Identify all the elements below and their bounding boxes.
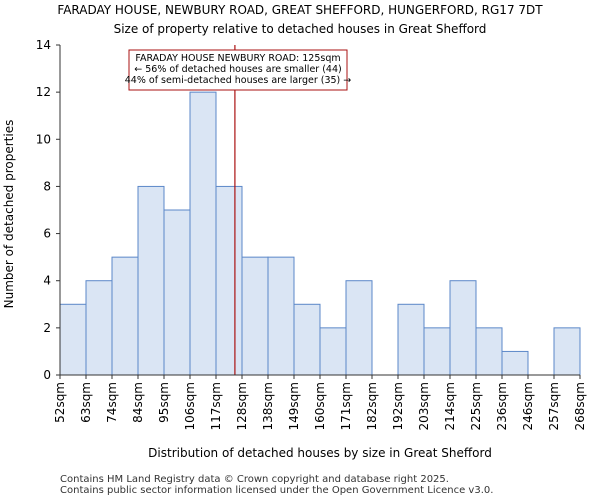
bar-160sqm (319, 327, 347, 376)
chart-subtitle: Size of property relative to detached ho… (114, 22, 487, 36)
bar-203sqm (423, 327, 451, 376)
bar-149sqm (293, 303, 321, 376)
bar-171sqm (345, 280, 373, 376)
y-axis-label: Number of detached properties (2, 120, 16, 309)
footer-line-2: Contains public sector information licen… (60, 485, 494, 496)
bar-117sqm (215, 185, 243, 376)
annotation-line-1: FARADAY HOUSE NEWBURY ROAD: 125sqm (135, 53, 340, 64)
x-tick-label: 225sqm (469, 382, 483, 430)
bar-84sqm (137, 185, 165, 376)
bars-group (59, 91, 581, 376)
footer: Contains HM Land Registry data © Crown c… (60, 474, 493, 496)
x-tick-label: 160sqm (313, 382, 327, 430)
bar-192sqm (397, 303, 425, 376)
x-tick-label: 106sqm (183, 382, 197, 430)
x-tick-label: 84sqm (131, 382, 145, 423)
annotation-line-3: 44% of semi-detached houses are larger (… (125, 75, 352, 86)
bar-63sqm (85, 280, 113, 376)
bar-257sqm (553, 327, 581, 376)
chart-title: FARADAY HOUSE, NEWBURY ROAD, GREAT SHEFF… (57, 3, 543, 17)
x-tick-label: 246sqm (521, 382, 535, 430)
x-tick-label: 268sqm (573, 382, 587, 430)
bar-74sqm (111, 256, 139, 376)
y-tick-label: 8 (43, 179, 51, 193)
x-axis-label: Distribution of detached houses by size … (148, 446, 492, 460)
bar-128sqm (241, 256, 269, 376)
bar-95sqm (163, 209, 191, 376)
x-tick-label: 257sqm (547, 382, 561, 430)
x-tick-label: 52sqm (53, 382, 67, 423)
bar-138sqm (267, 256, 295, 376)
y-tick-label: 6 (43, 227, 51, 241)
y-axis: 0 2 4 6 8 10 12 14 (36, 38, 61, 382)
bar-214sqm (449, 280, 477, 376)
bar-225sqm (475, 327, 503, 376)
x-tick-label: 214sqm (443, 382, 457, 430)
x-tick-label: 117sqm (209, 382, 223, 430)
x-tick-label: 182sqm (365, 382, 379, 430)
bar-52sqm (59, 303, 87, 376)
annotation-line-2: ← 56% of detached houses are smaller (44… (134, 64, 341, 75)
annotation-border (128, 49, 348, 91)
x-tick-label: 149sqm (287, 382, 301, 430)
x-tick-label: 171sqm (339, 382, 353, 430)
x-tick-label: 74sqm (105, 382, 119, 423)
y-tick-label: 2 (43, 321, 51, 335)
x-axis: 52sqm 63sqm 74sqm 84sqm 95sqm 106sqm 117sqm 128… (53, 374, 587, 430)
y-tick-label: 10 (36, 132, 51, 146)
y-tick-label: 0 (43, 368, 51, 382)
y-tick-label: 12 (36, 85, 51, 99)
x-tick-label: 128sqm (235, 382, 249, 430)
y-tick-label: 4 (43, 274, 51, 288)
x-tick-label: 192sqm (391, 382, 405, 430)
footer-line-1: Contains HM Land Registry data © Crown c… (60, 474, 449, 485)
x-tick-label: 63sqm (79, 382, 93, 423)
x-tick-label: 236sqm (495, 382, 509, 430)
bar-106sqm (189, 91, 217, 376)
x-tick-label: 203sqm (417, 382, 431, 430)
x-tick-label: 95sqm (157, 382, 171, 423)
y-tick-label: 14 (36, 38, 51, 52)
annotation-box: FARADAY HOUSE NEWBURY ROAD: 125sqm ← 56%… (125, 49, 352, 91)
bar-236sqm (501, 350, 529, 376)
x-tick-label: 138sqm (261, 382, 275, 430)
